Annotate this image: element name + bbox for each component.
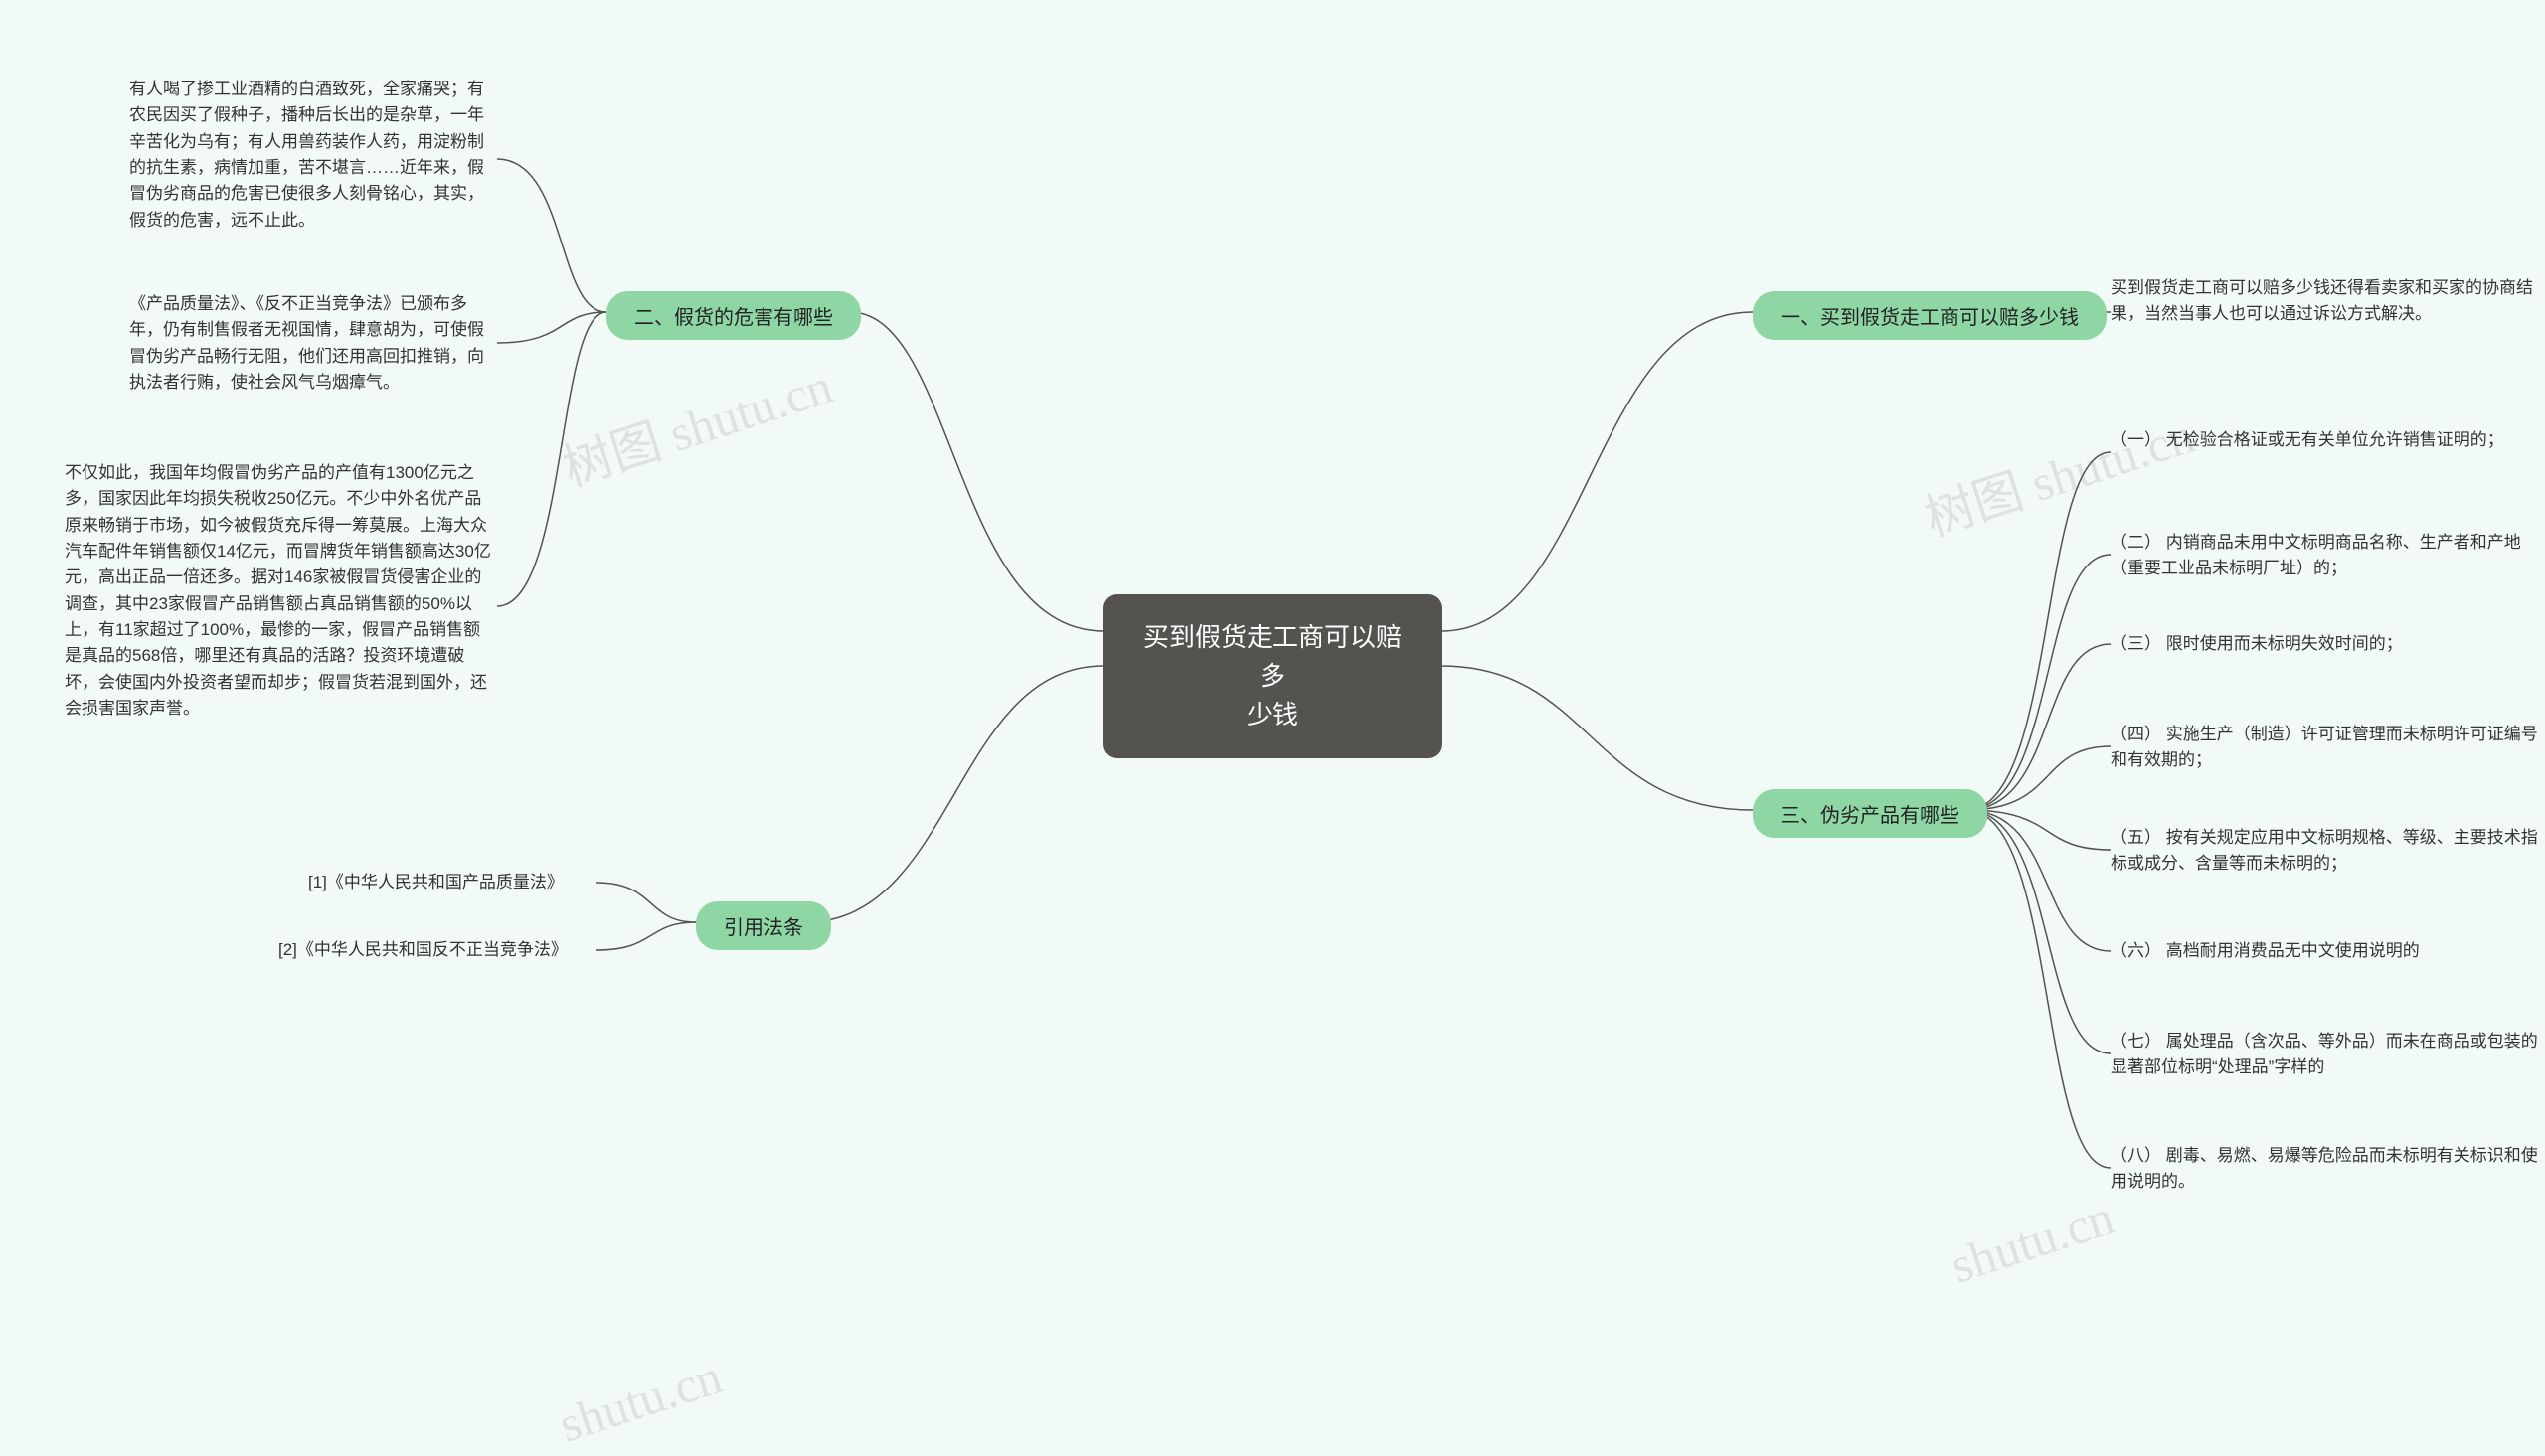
leaf-b3-2: （二） 内销商品未用中文标明商品名称、生产者和产地（重要工业品未标明厂址）的； (2111, 530, 2538, 582)
leaf-b3-7: （七） 属处理品（含次品、等外品）而未在商品或包装的显著部位标明“处理品”字样的 (2111, 1029, 2538, 1081)
leaf-b3-8: （八） 剧毒、易燃、易爆等危险品而未标明有关标识和使用说明的。 (2111, 1143, 2538, 1196)
watermark: shutu.cn (552, 1347, 729, 1453)
leaf-b2-2: 《产品质量法》、《反不正当竞争法》已颁布多年，仍有制售假者无视国情，肆意胡为，可… (129, 291, 497, 396)
watermark: shutu.cn (1944, 1188, 2121, 1294)
leaf-b3-5: （五） 按有关规定应用中文标明规格、等级、主要技术指标或成分、含量等而未标明的； (2111, 825, 2538, 878)
mindmap-center: 买到假货走工商可以赔多 少钱 (1103, 594, 1442, 758)
leaf-b3-3: （三） 限时使用而未标明失效时间的； (2111, 631, 2403, 657)
branch-topic-1: 一、买到假货走工商可以赔多少钱 (1753, 291, 2107, 340)
watermark: 树图 shutu.cn (553, 346, 840, 500)
center-line1: 买到假货走工商可以赔多 (1143, 622, 1402, 691)
leaf-b3-1: （一） 无检验合格证或无有关单位允许销售证明的； (2111, 427, 2504, 453)
branch-topic-3: 三、伪劣产品有哪些 (1753, 789, 1987, 838)
leaf-b2-3: 不仅如此，我国年均假冒伪劣产品的产值有1300亿元之多，国家因此年均损失税收25… (65, 460, 497, 722)
center-line2: 少钱 (1247, 700, 1298, 729)
leaf-b4-1: [1]《中华人民共和国产品质量法》 (308, 870, 564, 895)
branch-topic-2: 二、假货的危害有哪些 (606, 291, 861, 340)
branch-references: 引用法条 (696, 901, 831, 950)
watermark: 树图 shutu.cn (1915, 396, 2202, 550)
leaf-b3-6: （六） 高档耐用消费品无中文使用说明的 (2111, 938, 2420, 964)
leaf-b2-1: 有人喝了掺工业酒精的白酒致死，全家痛哭；有农民因买了假种子，播种后长出的是杂草，… (129, 77, 497, 234)
leaf-b3-4: （四） 实施生产（制造）许可证管理而未标明许可证编号和有效期的； (2111, 722, 2538, 774)
leaf-b4-2: [2]《中华人民共和国反不正当竞争法》 (278, 937, 568, 963)
leaf-b1-1: 买到假货走工商可以赔多少钱还得看卖家和买家的协商结果，当然当事人也可以通过诉讼方… (2111, 275, 2538, 328)
